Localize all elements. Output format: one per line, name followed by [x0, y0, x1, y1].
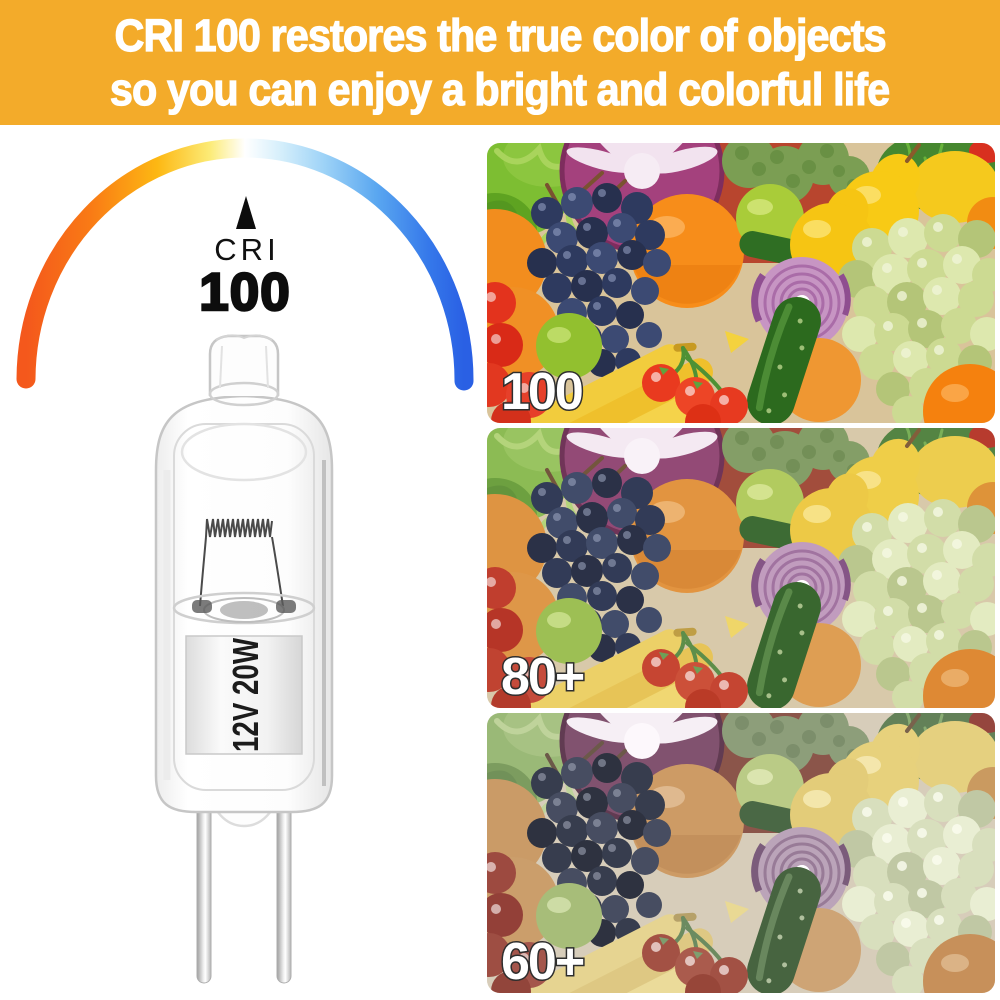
panel-label: 80+	[500, 647, 588, 707]
cri-comparison-panels: 100 80+ 60+	[487, 143, 995, 998]
banner-line-2: so you can enjoy a bright and colorful l…	[110, 63, 891, 115]
banner-line-1: CRI 100 restores the true color of objec…	[114, 10, 887, 62]
panel-label: 100	[500, 362, 586, 422]
svg-text:60+: 60+	[501, 933, 584, 991]
panel-cri-60: 60+	[487, 713, 995, 993]
bulb-tip	[208, 334, 280, 407]
top-banner: CRI 100 restores the true color of objec…	[0, 0, 1000, 125]
panel-cri-100: 100	[487, 143, 995, 423]
panel-label: 60+	[500, 932, 588, 992]
filament	[199, 518, 284, 607]
cri-value: 100	[199, 263, 290, 322]
panel-cri-80: 80+	[487, 428, 995, 708]
bulb-illustration: 12V 20W	[154, 334, 334, 984]
bulb-print-label: 12V 20W	[225, 638, 266, 752]
cri-label: CRI	[214, 232, 279, 267]
svg-text:80+: 80+	[501, 648, 584, 706]
cri-gauge-and-bulb: CRI 100	[16, 138, 474, 984]
bulb-base: 12V 20W	[185, 635, 303, 755]
bulb-seal	[172, 591, 316, 625]
svg-text:100: 100	[501, 363, 582, 421]
cri-gauge-arc	[16, 138, 474, 391]
up-triangle-icon	[236, 196, 256, 229]
